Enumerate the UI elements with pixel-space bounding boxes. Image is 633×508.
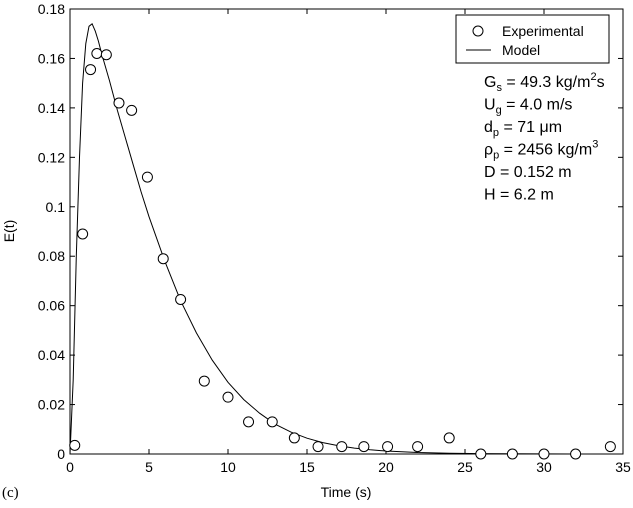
experimental-point: [266, 416, 278, 428]
experimental-point: [141, 171, 153, 183]
experimental-point: [85, 64, 97, 76]
experimental-point: [506, 448, 518, 460]
experimental-series: [69, 48, 616, 460]
experimental-point: [113, 97, 125, 109]
x-tick-label: 25: [457, 459, 473, 475]
experimental-point: [198, 375, 210, 387]
y-tick-label: 0.16: [38, 50, 65, 66]
y-axis-ticks: 0 0.02 0.04 0.06 0.08 0.1 0.12 0.14 0.16 0.18: [38, 1, 623, 462]
plot-area-frame: [69, 8, 624, 455]
y-tick-label: 0.18: [38, 1, 65, 17]
y-tick-label: 0.02: [38, 397, 65, 413]
annotation-line: Gs = 49.3 kg/m2s: [484, 71, 605, 94]
x-axis-label: Time (s): [321, 484, 372, 500]
experimental-point: [288, 432, 300, 444]
x-tick-label: 10: [220, 459, 236, 475]
experimental-point: [336, 441, 348, 453]
y-tick-label: 0.14: [38, 100, 65, 116]
annotation-line: D = 0.152 m: [484, 164, 572, 181]
model-series: [69, 22, 608, 455]
experimental-point: [604, 441, 616, 453]
parameter-annotations: Gs = 49.3 kg/m2s Ug = 4.0 m/sdp = 71 μmρp…: [484, 71, 605, 204]
y-tick-label: 0.12: [38, 149, 65, 165]
experimental-point: [538, 448, 550, 460]
legend-label-model: Model: [502, 42, 540, 58]
experimental-point: [100, 49, 112, 61]
experimental-point: [475, 448, 487, 460]
model-curve: [69, 22, 608, 455]
experimental-point: [382, 441, 394, 453]
y-tick-label: 0.04: [38, 347, 65, 363]
x-tick-label: 30: [536, 459, 552, 475]
y-tick-label: 0.06: [38, 298, 65, 314]
x-tick-label: 0: [66, 459, 74, 475]
experimental-point: [91, 48, 103, 59]
experimental-point: [243, 416, 255, 428]
legend-marker-experimental: [472, 25, 484, 37]
panel-label: (c): [2, 485, 19, 501]
x-tick-label: 15: [299, 459, 315, 475]
x-tick-label: 35: [615, 459, 631, 475]
experimental-point: [358, 441, 370, 453]
annotation-line: ρp = 2456 kg/m3: [484, 139, 598, 162]
experimental-point: [69, 439, 81, 451]
experimental-point: [157, 253, 169, 265]
y-axis-label: E(t): [1, 220, 17, 243]
experimental-point: [175, 293, 187, 305]
legend: Experimental Model: [455, 14, 610, 64]
experimental-point: [126, 104, 138, 116]
y-tick-label: 0: [57, 446, 65, 462]
annotation-line: Ug = 4.0 m/s: [484, 97, 572, 117]
x-tick-label: 20: [378, 459, 394, 475]
annotation-line: H = 6.2 m: [484, 187, 554, 204]
legend-label-experimental: Experimental: [502, 23, 584, 39]
experimental-point: [443, 432, 455, 444]
legend-box: [455, 14, 610, 64]
experimental-point: [412, 441, 424, 453]
experimental-point: [312, 441, 324, 453]
y-tick-label: 0.1: [46, 199, 66, 215]
x-tick-label: 5: [145, 459, 153, 475]
annotation-line: dp = 71 μm: [484, 119, 562, 139]
experimental-point: [77, 228, 89, 240]
x-axis-ticks: 0 5 10 15 20 25 30 35: [66, 9, 631, 475]
experimental-point: [570, 448, 582, 460]
experimental-point: [222, 391, 234, 403]
y-tick-label: 0.08: [38, 248, 65, 264]
